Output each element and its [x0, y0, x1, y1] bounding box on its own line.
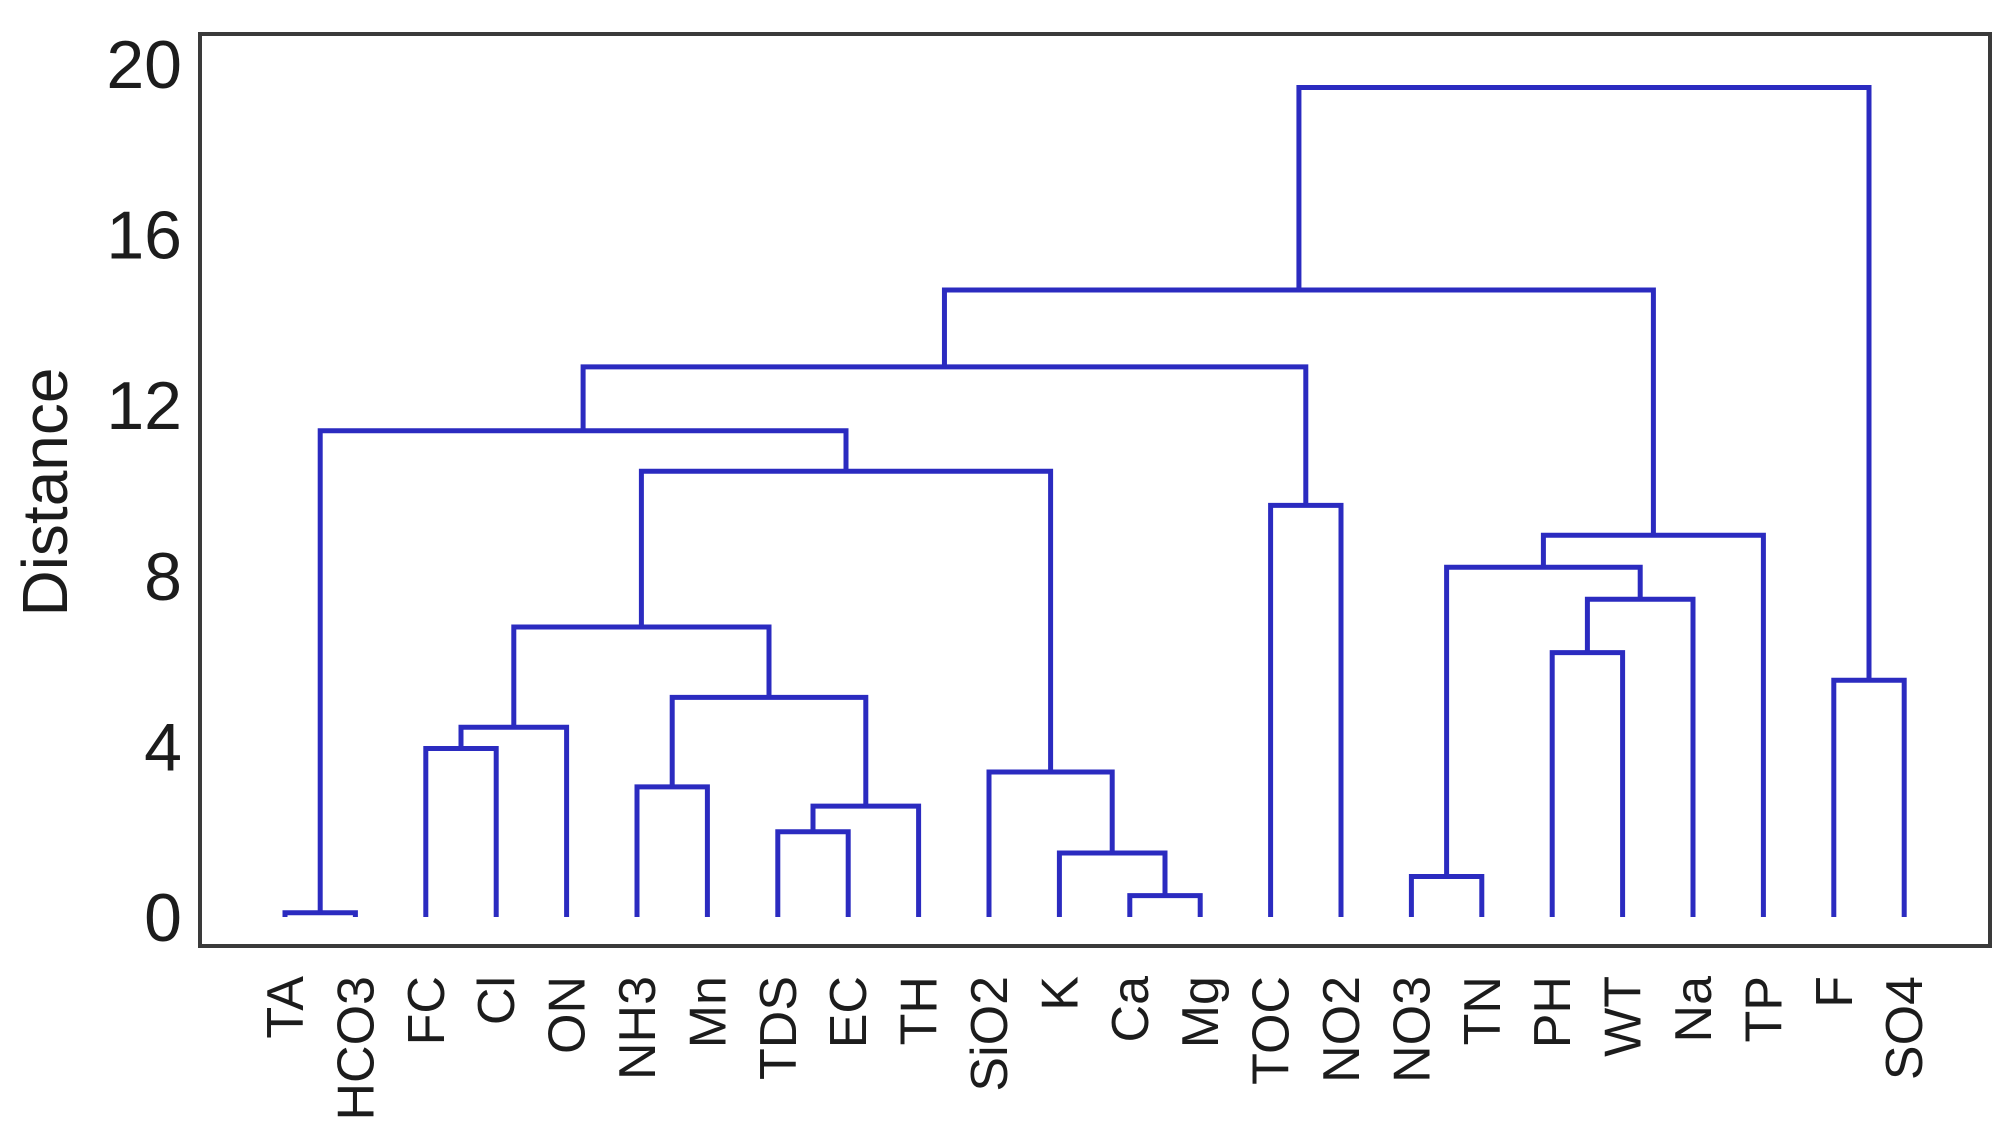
- y-tick-label-8: 8: [144, 539, 182, 615]
- x-leaf-label-F: F: [1806, 976, 1864, 1008]
- x-leaf-label-NO3: NO3: [1383, 976, 1441, 1083]
- y-tick-label-0: 0: [144, 880, 182, 956]
- y-axis-title: Distance: [9, 368, 81, 617]
- x-leaf-label-Ca: Ca: [1102, 976, 1160, 1043]
- x-leaf-label-EC: EC: [820, 976, 878, 1048]
- x-leaf-label-Mg: Mg: [1172, 976, 1230, 1048]
- x-axis-leaf-labels-group: TA HCO3 FC Cl ON NH3 Mn TDS EC TH SiO2 K Ca Mg TOC NO2 N…: [257, 976, 1934, 1121]
- x-leaf-label-SO4: SO4: [1876, 976, 1934, 1080]
- y-tick-label-16: 16: [106, 198, 182, 274]
- x-leaf-label-TOC: TOC: [1243, 976, 1301, 1085]
- x-leaf-label-TA: TA: [257, 976, 315, 1039]
- x-leaf-label-WT: WT: [1595, 976, 1653, 1057]
- x-leaf-label-TP: TP: [1735, 976, 1793, 1042]
- merge-link-M23: [1296, 84, 1872, 681]
- y-tick-label-4: 4: [144, 709, 182, 785]
- x-leaf-label-Mn: Mn: [679, 976, 737, 1048]
- plot-frame: [198, 32, 1992, 948]
- x-leaf-label-SiO2: SiO2: [961, 976, 1019, 1092]
- x-leaf-label-Cl: Cl: [468, 976, 526, 1025]
- x-leaf-label-FC: FC: [398, 976, 456, 1045]
- x-leaf-label-NH3: NH3: [609, 976, 667, 1080]
- x-leaf-label-Na: Na: [1665, 976, 1723, 1043]
- x-leaf-label-K: K: [1031, 976, 1089, 1011]
- y-axis-tick-labels-group: 0 4 8 12 16 20: [106, 27, 182, 956]
- x-leaf-label-TDS: TDS: [750, 976, 808, 1080]
- x-leaf-label-ON: ON: [539, 976, 597, 1054]
- x-leaf-label-TN: TN: [1454, 976, 1512, 1045]
- y-tick-label-12: 12: [106, 368, 182, 444]
- x-leaf-label-NO2: NO2: [1313, 976, 1371, 1083]
- merge-link-M15: [1584, 596, 1696, 917]
- y-tick-label-20: 20: [106, 27, 182, 103]
- merge-link-M10: [458, 724, 570, 917]
- dendrogram-links-group: [282, 84, 1907, 917]
- x-leaf-label-HCO3: HCO3: [327, 976, 385, 1120]
- x-leaf-label-PH: PH: [1524, 976, 1582, 1048]
- plot-background: [200, 34, 1990, 946]
- x-leaf-label-TH: TH: [891, 976, 949, 1045]
